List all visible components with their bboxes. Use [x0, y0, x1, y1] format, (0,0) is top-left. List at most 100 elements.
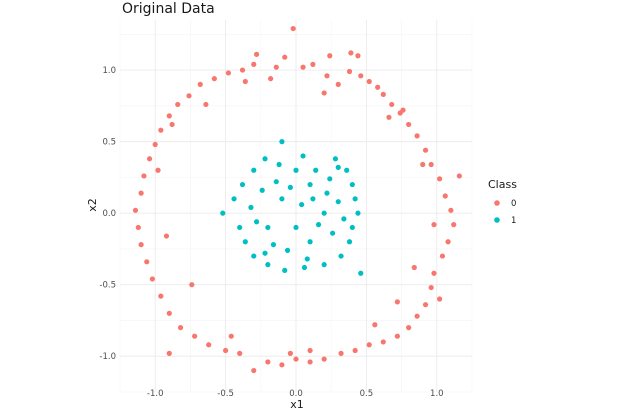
point-class-0 [431, 270, 437, 276]
point-class-0 [206, 342, 212, 348]
point-class-1 [321, 262, 327, 268]
point-class-1 [335, 164, 341, 170]
point-class-1 [276, 161, 282, 168]
point-class-1 [301, 264, 308, 271]
point-class-1 [352, 196, 358, 202]
point-class-1 [293, 167, 299, 173]
point-class-1 [284, 247, 291, 253]
point-class-1 [321, 210, 327, 216]
x-axis-ticks: -1.0 -0.5 0.0 0.5 1.0 [147, 389, 444, 399]
point-class-1 [346, 239, 353, 245]
point-class-1 [344, 167, 350, 173]
point-class-0 [324, 73, 330, 79]
point-class-1 [279, 139, 285, 145]
point-class-0 [192, 333, 198, 339]
x-tick-label: 1.0 [430, 389, 444, 399]
point-class-0 [175, 101, 181, 108]
point-class-1 [262, 156, 268, 162]
point-class-1 [239, 181, 246, 188]
point-class-0 [268, 76, 274, 82]
point-class-1 [299, 201, 305, 208]
point-class-0 [169, 121, 175, 128]
point-class-0 [394, 299, 400, 305]
point-class-1 [231, 196, 237, 202]
point-class-0 [437, 296, 443, 302]
y-tick-label: 1.0 [102, 66, 116, 76]
x-tick-label: -0.5 [217, 389, 234, 399]
point-class-1 [270, 242, 277, 248]
y-tick-label: -1.0 [99, 352, 116, 362]
point-class-0 [152, 141, 158, 148]
point-class-0 [166, 310, 172, 316]
point-class-0 [225, 70, 232, 76]
point-class-0 [358, 73, 364, 79]
point-class-0 [411, 264, 417, 271]
point-class-0 [279, 362, 285, 368]
point-class-0 [186, 93, 192, 99]
point-class-0 [420, 161, 426, 168]
point-class-0 [189, 282, 195, 288]
point-class-1 [293, 224, 299, 231]
y-tick-label: -0.5 [99, 281, 116, 291]
point-class-0 [380, 339, 386, 345]
legend: Class 0 1 [488, 178, 517, 226]
point-class-0 [400, 107, 406, 113]
point-class-0 [352, 347, 358, 354]
point-class-0 [290, 25, 296, 32]
point-class-1 [338, 253, 344, 259]
point-class-0 [163, 233, 170, 239]
point-class-0 [327, 53, 333, 59]
point-class-0 [439, 253, 446, 259]
x-tick-label: 0.0 [289, 389, 303, 399]
point-class-1 [335, 199, 341, 205]
point-class-0 [380, 91, 386, 97]
point-class-0 [445, 239, 451, 245]
point-class-1 [349, 224, 355, 231]
point-class-0 [451, 222, 457, 228]
point-class-1 [355, 210, 361, 216]
point-class-1 [242, 239, 248, 245]
point-class-1 [282, 267, 288, 273]
point-class-1 [304, 256, 310, 262]
x-tick-label: 0.5 [360, 389, 374, 399]
point-class-0 [177, 325, 184, 331]
point-class-1 [300, 153, 306, 159]
legend-key-1 [494, 217, 500, 223]
point-class-1 [349, 181, 355, 188]
point-class-0 [442, 193, 448, 199]
point-class-1 [358, 270, 364, 276]
point-class-1 [220, 210, 226, 216]
point-class-1 [324, 190, 330, 196]
point-class-0 [166, 113, 172, 119]
point-class-0 [348, 50, 354, 56]
point-class-1 [287, 184, 293, 190]
legend-key-0 [494, 200, 500, 206]
point-class-1 [259, 187, 265, 193]
point-class-1 [307, 239, 313, 245]
point-class-1 [330, 230, 336, 236]
point-class-1 [327, 176, 333, 182]
point-class-0 [203, 101, 209, 108]
legend-title: Class [488, 178, 517, 191]
y-axis-title: x2 [86, 198, 99, 212]
y-tick-label: 0.0 [102, 209, 116, 219]
point-class-0 [355, 53, 361, 59]
point-class-0 [251, 367, 257, 374]
point-class-0 [307, 347, 313, 354]
point-class-0 [287, 350, 293, 356]
point-class-0 [431, 222, 437, 228]
point-class-1 [265, 262, 271, 268]
point-class-0 [211, 76, 217, 82]
point-class-0 [406, 121, 412, 128]
point-class-0 [448, 207, 454, 213]
point-class-1 [315, 222, 322, 228]
point-class-0 [282, 54, 288, 60]
point-class-0 [389, 101, 395, 108]
point-class-0 [293, 356, 299, 362]
point-class-1 [279, 196, 285, 202]
point-class-0 [346, 68, 353, 75]
point-class-0 [144, 259, 150, 265]
point-class-1 [332, 156, 339, 162]
x-axis-title: x1 [290, 398, 304, 411]
